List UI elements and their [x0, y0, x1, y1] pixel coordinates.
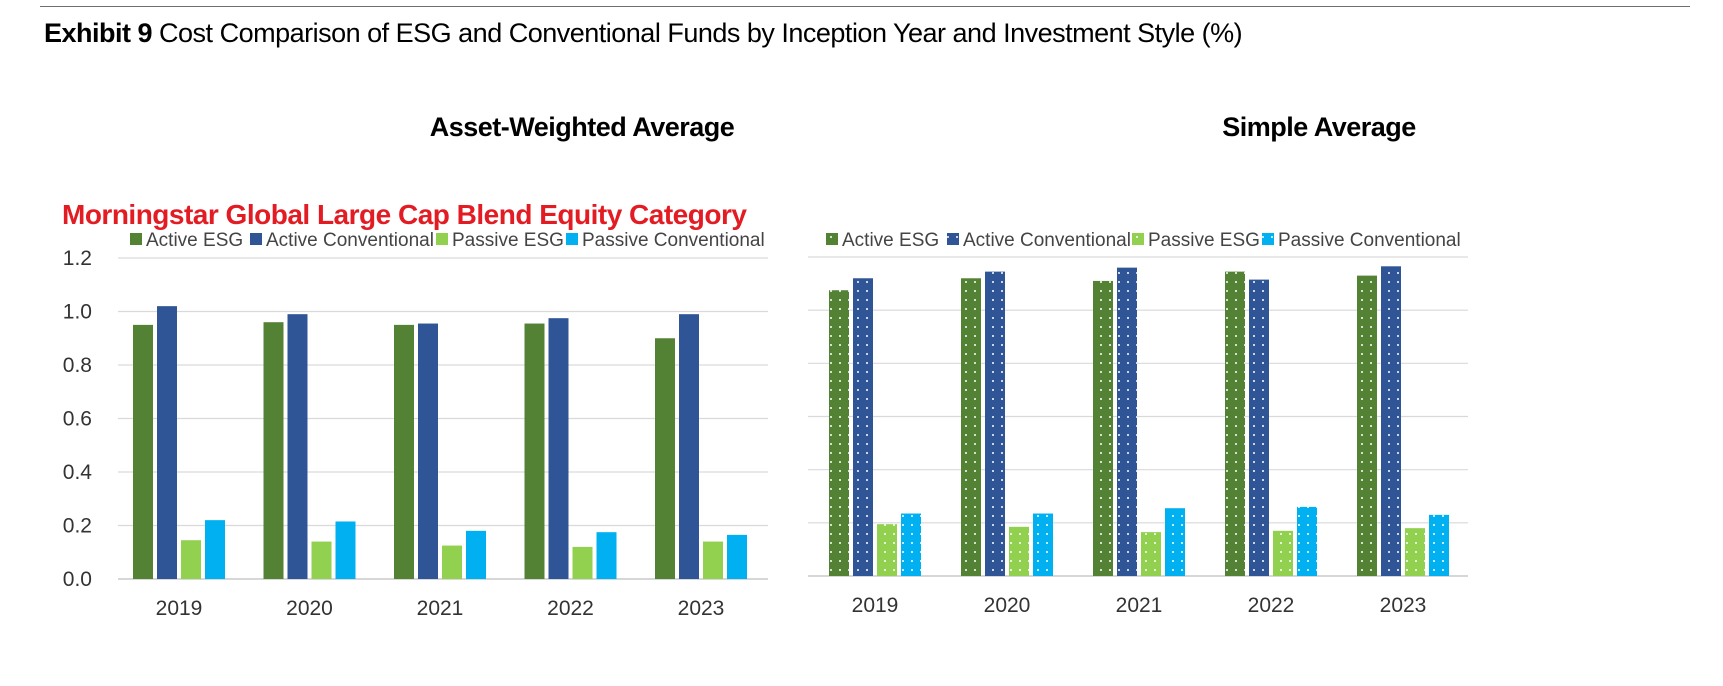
x-tick-label: 2022 — [1248, 594, 1295, 617]
bar-active-esg-2019 — [133, 324, 153, 579]
exhibit-title-text: Cost Comparison of ESG and Conventional … — [159, 18, 1243, 48]
bar-passive-esg-2021 — [442, 545, 462, 579]
bar-passive-conventional-2023 — [1429, 514, 1449, 576]
bar-active-esg-2022 — [1225, 271, 1245, 576]
legend-label: Active Conventional — [963, 230, 1131, 251]
bar-active-esg-2019 — [829, 290, 849, 576]
bar-passive-esg-2020 — [311, 541, 332, 579]
bar-active-esg-2022 — [524, 323, 545, 579]
bar-passive-esg-2021 — [1141, 532, 1161, 576]
bar-active-esg-2020 — [961, 278, 981, 576]
right-panel-title: Simple Average — [1222, 112, 1416, 142]
category-title: Morningstar Global Large Cap Blend Equit… — [62, 199, 747, 230]
bar-active-conventional-2022 — [548, 318, 569, 579]
bar-active-conventional-2023 — [679, 314, 699, 579]
exhibit-title: Exhibit 9 Cost Comparison of ESG and Con… — [44, 18, 1243, 49]
bar-passive-conventional-2019 — [901, 513, 921, 576]
y-tick-label: 0.4 — [63, 461, 93, 484]
bar-passive-esg-2019 — [877, 524, 897, 576]
bar-passive-esg-2022 — [572, 546, 593, 579]
bar-active-esg-2021 — [1093, 280, 1113, 576]
bar-passive-conventional-2023 — [727, 534, 747, 579]
y-tick-label: 0.8 — [63, 354, 92, 377]
y-tick-label: 0.0 — [63, 568, 92, 591]
exhibit-label: Exhibit 9 — [44, 18, 153, 48]
legend-swatch — [947, 233, 959, 245]
x-tick-label: 2022 — [547, 597, 594, 620]
x-tick-label: 2023 — [678, 597, 725, 620]
y-tick-label: 0.6 — [63, 408, 92, 431]
bar-passive-esg-2019 — [181, 540, 201, 579]
legend-swatch — [130, 233, 142, 245]
bar-active-conventional-2020 — [985, 271, 1005, 576]
bar-active-esg-2021 — [394, 324, 414, 579]
bar-active-esg-2020 — [263, 322, 284, 579]
bar-active-conventional-2023 — [1381, 266, 1401, 576]
bar-active-conventional-2019 — [853, 278, 873, 576]
legend-swatch — [1132, 233, 1144, 245]
legend-swatch — [1262, 233, 1274, 245]
bar-passive-conventional-2022 — [1297, 506, 1317, 576]
y-tick-label: 0.2 — [63, 515, 92, 538]
left-panel-title: Asset-Weighted Average — [429, 112, 735, 142]
y-tick-label: 1.2 — [63, 247, 92, 270]
bar-passive-esg-2022 — [1273, 530, 1293, 576]
legend-swatch — [826, 233, 838, 245]
x-tick-label: 2021 — [1116, 594, 1163, 617]
bar-passive-esg-2020 — [1009, 526, 1029, 576]
bar-active-conventional-2022 — [1249, 279, 1269, 576]
legend-swatch — [566, 233, 578, 245]
bar-passive-conventional-2021 — [466, 530, 486, 579]
bar-active-conventional-2019 — [157, 306, 177, 579]
bar-active-esg-2023 — [1357, 275, 1377, 576]
bar-passive-conventional-2021 — [1165, 508, 1185, 576]
legend-label: Active ESG — [146, 230, 243, 251]
x-tick-label: 2019 — [156, 597, 203, 620]
legend-swatch — [250, 233, 262, 245]
x-tick-label: 2023 — [1380, 594, 1427, 617]
legend-label: Active ESG — [842, 230, 939, 251]
legend-label: Passive Conventional — [1278, 230, 1461, 251]
bar-passive-conventional-2020 — [335, 521, 356, 579]
y-tick-label: 1.0 — [63, 301, 92, 324]
top-rule — [40, 6, 1690, 7]
legend-label: Passive ESG — [1148, 230, 1260, 251]
x-tick-label: 2020 — [984, 594, 1031, 617]
bar-passive-conventional-2022 — [596, 532, 617, 579]
x-tick-label: 2021 — [417, 597, 464, 620]
bar-passive-esg-2023 — [1405, 528, 1425, 576]
legend-label: Passive ESG — [452, 230, 564, 251]
x-tick-label: 2019 — [852, 594, 899, 617]
legend-label: Active Conventional — [266, 230, 434, 251]
bar-passive-esg-2023 — [703, 541, 723, 579]
bar-active-conventional-2020 — [287, 314, 308, 579]
bar-active-conventional-2021 — [1117, 267, 1137, 576]
x-tick-label: 2020 — [286, 597, 333, 620]
legend-swatch — [436, 233, 448, 245]
bar-passive-conventional-2019 — [205, 520, 225, 579]
legend-label: Passive Conventional — [582, 230, 765, 251]
bar-active-conventional-2021 — [418, 323, 438, 579]
bar-passive-conventional-2020 — [1033, 513, 1053, 576]
bar-active-esg-2023 — [655, 338, 675, 579]
